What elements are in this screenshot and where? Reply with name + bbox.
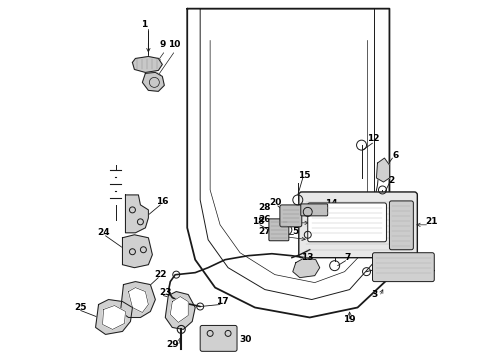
Text: 4: 4 [428,265,435,274]
Polygon shape [293,258,319,278]
Text: 20: 20 [270,198,282,207]
Text: 2: 2 [388,176,394,185]
FancyBboxPatch shape [299,192,417,258]
Text: 30: 30 [240,335,252,344]
Text: 10: 10 [168,40,180,49]
Polygon shape [165,292,195,329]
Text: 5: 5 [293,227,299,236]
Text: 25: 25 [74,303,87,312]
Polygon shape [171,297,188,323]
Text: 21: 21 [425,217,438,226]
FancyBboxPatch shape [308,203,387,242]
Text: 11: 11 [370,210,383,219]
Text: 29: 29 [166,340,178,349]
Polygon shape [122,235,152,268]
Text: 24: 24 [97,228,110,237]
Polygon shape [96,300,132,334]
Text: 26: 26 [259,215,271,224]
Polygon shape [143,72,164,91]
Text: 23: 23 [159,288,171,297]
Text: 27: 27 [259,227,271,236]
Text: 8: 8 [381,259,388,268]
Polygon shape [102,306,125,329]
Polygon shape [376,158,390,182]
FancyBboxPatch shape [301,204,328,216]
Text: 9: 9 [159,40,166,49]
Text: 18: 18 [252,217,264,226]
Text: 19: 19 [343,315,356,324]
FancyBboxPatch shape [200,325,237,351]
Text: 15: 15 [298,171,311,180]
Text: 17: 17 [216,297,228,306]
FancyBboxPatch shape [269,219,289,241]
Text: 3: 3 [371,290,378,299]
Text: 16: 16 [156,197,169,206]
Text: 6: 6 [392,150,398,159]
Text: 22: 22 [154,270,167,279]
Polygon shape [125,195,148,233]
Text: 1: 1 [141,20,147,29]
FancyBboxPatch shape [280,205,302,227]
Text: 14: 14 [325,199,338,208]
Polygon shape [132,57,162,72]
Polygon shape [128,288,148,312]
Text: 28: 28 [259,203,271,212]
Text: 12: 12 [367,134,380,143]
FancyBboxPatch shape [372,253,434,282]
Polygon shape [121,282,155,318]
Text: 7: 7 [344,253,351,262]
Text: 13: 13 [301,253,314,262]
FancyBboxPatch shape [390,201,414,250]
